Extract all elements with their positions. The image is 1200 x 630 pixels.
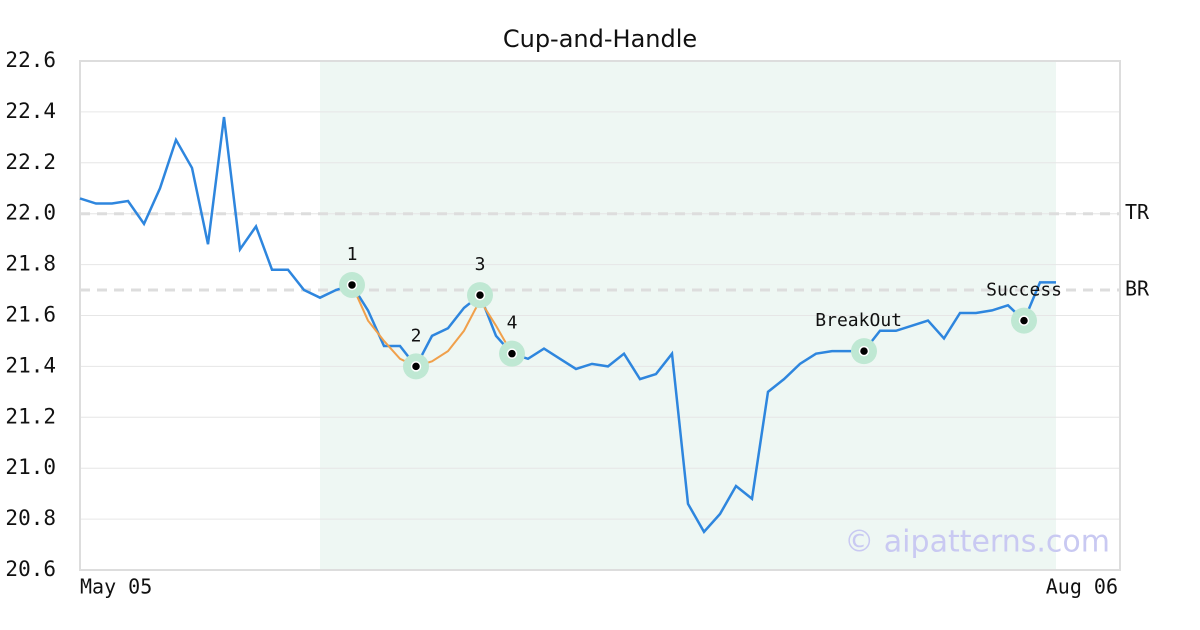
watermark: © aipatterns.com (844, 525, 1110, 560)
point-label: 4 (507, 313, 518, 334)
y-tick-label: 21.8 (5, 252, 56, 276)
y-tick-label: 22.2 (5, 150, 56, 174)
y-tick-label: 22.0 (5, 201, 56, 225)
x-tick-label: May 05 (80, 575, 152, 599)
y-tick-label: 22.4 (5, 99, 56, 123)
pattern-point (506, 348, 518, 359)
y-tick-label: 20.6 (5, 557, 56, 581)
level-label: BR (1125, 277, 1150, 301)
y-tick-label: 21.0 (5, 455, 56, 479)
y-tick-label: 21.6 (5, 303, 56, 327)
plot-frame (79, 60, 1121, 571)
series-line (351, 284, 513, 368)
x-tick-label: Aug 06 (1046, 575, 1118, 599)
pattern-point (346, 279, 358, 291)
point-label: 3 (475, 254, 486, 275)
chart-title: Cup-and-Handle (503, 25, 697, 53)
pattern-point (858, 345, 870, 357)
pattern-point (410, 361, 422, 372)
level-label: TR (1125, 200, 1150, 224)
y-tick-label: 21.2 (5, 404, 56, 428)
y-tick-label: 21.4 (5, 353, 56, 377)
point-label: BreakOut (815, 310, 902, 331)
pattern-point (474, 289, 486, 301)
point-label: 1 (347, 244, 358, 265)
point-label: 2 (411, 325, 422, 346)
point-label: Success (986, 280, 1062, 301)
pattern-point (1018, 315, 1030, 326)
y-tick-label: 20.8 (5, 506, 56, 530)
series-line (79, 116, 1056, 534)
y-tick-label: 22.6 (5, 48, 56, 72)
